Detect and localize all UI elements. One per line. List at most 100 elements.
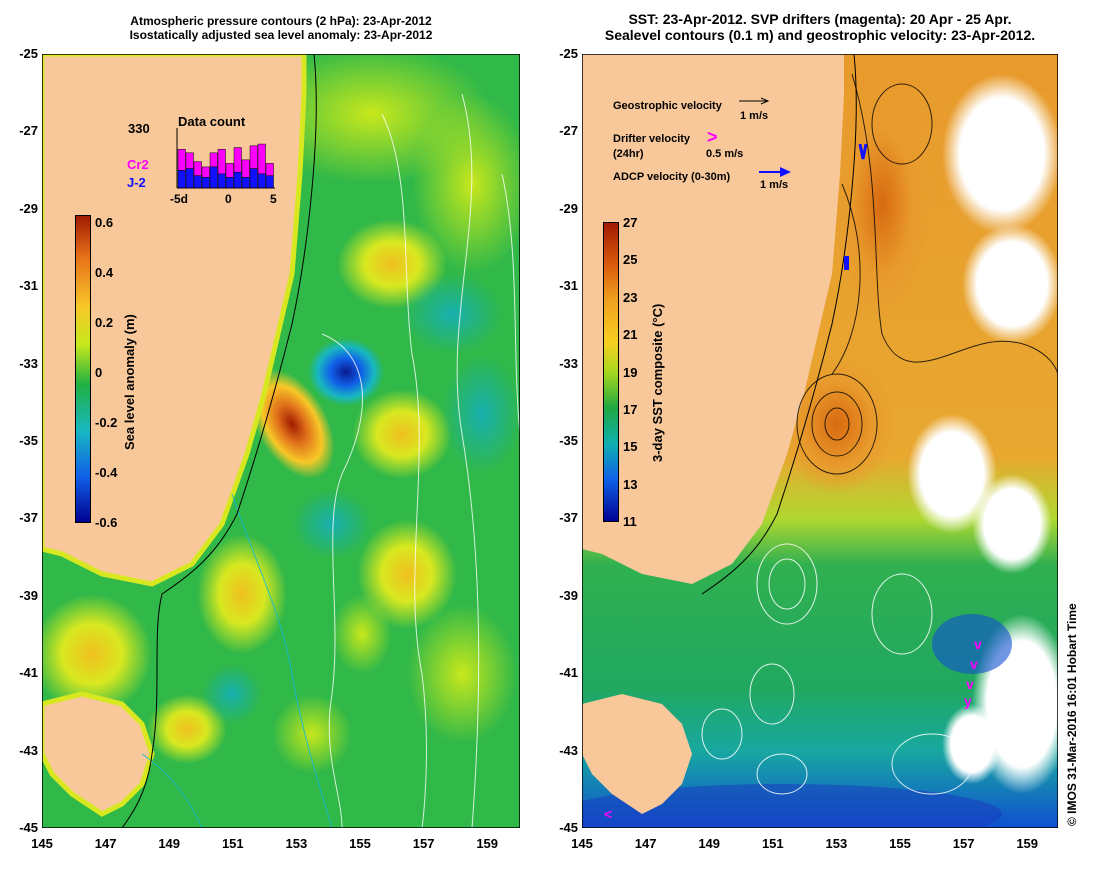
colorbar-tick-label: 13 (623, 476, 638, 492)
colorbar-tick-label: 19 (623, 364, 638, 380)
colorbar-tick-label: 0 (95, 365, 103, 380)
lon-tick-label: 145 (31, 836, 53, 851)
lon-tick-label: 151 (221, 836, 244, 851)
inset-bar-cr2 (249, 145, 258, 169)
colorbar-tick-label: 11 (623, 514, 637, 529)
colorbar-tick-label: 0.2 (95, 315, 114, 330)
inset-bar-cr2 (233, 147, 242, 173)
lat-tick-label: -39 (559, 587, 578, 603)
drifter-marker: v (974, 636, 982, 652)
lat-tick-label: -37 (19, 510, 38, 526)
lon-tick-label: 159 (476, 836, 499, 851)
drifter-velocity-icon: > (707, 127, 718, 147)
lat-tick-label: -27 (19, 123, 38, 139)
sla-colorbar (75, 215, 91, 523)
right-title-line2: Sealevel contours (0.1 m) and geostrophi… (604, 27, 1036, 43)
colorbar-tick-label: 0.6 (95, 215, 114, 230)
inset-bar-cr2 (225, 163, 234, 178)
inset-bar-cr2 (241, 159, 250, 178)
colorbar-tick-label: 27 (623, 215, 638, 230)
sst-colorbar (603, 222, 619, 522)
inset-bar-j2 (257, 173, 266, 189)
inset-bar-cr2 (209, 152, 218, 168)
inset-bar-cr2 (193, 161, 202, 176)
lat-tick-label: -29 (559, 200, 578, 216)
lat-tick-label: -43 (19, 742, 38, 758)
inset-xtick-left: -5d (170, 192, 188, 206)
lat-tick-label: -41 (19, 665, 38, 681)
colorbar-tick-label: 23 (623, 289, 638, 305)
inset-data-count-chart (176, 128, 275, 189)
inset-bar-cr2 (257, 143, 266, 175)
colorbar-tick-label: 0.4 (95, 265, 114, 280)
colorbar-tick-label: 25 (623, 252, 638, 268)
inset-bar-cr2 (185, 152, 194, 169)
lat-tick-label: -29 (19, 200, 38, 216)
inset-bar-j2 (225, 177, 234, 189)
sst-colorbar-label: 3-day SST composite (°C) (650, 303, 665, 462)
inset-bar-j2 (177, 170, 186, 189)
lon-tick-label: 159 (1016, 836, 1039, 851)
adcp-velocity-label: ADCP velocity (0-30m) (613, 171, 731, 183)
geostrophic-velocity-label: Geostrophic velocity (613, 100, 722, 112)
lon-tick-label: 151 (761, 836, 784, 851)
lat-tick-label: -35 (19, 433, 38, 448)
sla-colorbar-label: Sea level anomaly (m) (122, 314, 137, 450)
inset-bar-cr2 (265, 163, 274, 176)
drifter-marker: v (970, 656, 978, 672)
lon-tick-label: 157 (412, 836, 435, 851)
adcp-velocity-scale: 1 m/s (760, 179, 789, 191)
drifter-marker: v (966, 676, 974, 692)
inset-bar-j2 (185, 168, 194, 189)
lon-tick-label: 147 (94, 836, 117, 851)
lat-tick-label: -37 (559, 510, 578, 526)
geostrophic-velocity-arrow-icon (739, 97, 770, 105)
lon-tick-label: 157 (952, 836, 975, 851)
colorbar-tick-label: 15 (623, 439, 638, 455)
colorbar-tick-label: -0.4 (95, 465, 118, 480)
left-title-line2: Isostatically adjusted sea level anomaly… (129, 28, 433, 42)
adcp-velocity-arrow-icon (759, 167, 791, 177)
lon-tick-label: 155 (889, 836, 911, 851)
lat-tick-label: -31 (19, 278, 38, 294)
lon-tick-label: 155 (349, 836, 371, 851)
inset-bar-cr2 (217, 149, 226, 175)
inset-xtick-mid: 0 (225, 192, 232, 206)
lon-tick-label: 153 (285, 836, 308, 851)
drifter-velocity-sub: (24hr) (613, 148, 644, 160)
geostrophic-velocity-scale: 1 m/s (740, 110, 769, 122)
inset-bar-cr2 (177, 149, 186, 171)
lat-tick-label: -25 (559, 46, 578, 61)
lat-tick-label: -33 (559, 355, 578, 371)
lat-tick-label: -25 (19, 46, 38, 61)
lat-tick-label: -31 (559, 278, 578, 294)
inset-bar-j2 (241, 177, 250, 189)
colorbar-tick-label: -0.2 (95, 415, 118, 430)
lon-tick-label: 153 (825, 836, 848, 851)
lat-tick-label: -45 (559, 820, 578, 835)
lat-tick-label: -43 (559, 742, 578, 758)
imos-credit: © IMOS 31-Mar-2016 16:01 Hobart Time (1065, 603, 1079, 826)
colorbar-tick-label: 21 (623, 327, 638, 343)
lon-tick-label: 147 (634, 836, 657, 851)
inset-bar-j2 (265, 175, 274, 189)
lon-tick-label: 149 (698, 836, 721, 851)
lat-tick-label: -35 (559, 433, 578, 448)
left-title-line1: Atmospheric pressure contours (2 hPa): 2… (130, 14, 432, 28)
drifter-marker: y (964, 693, 972, 709)
lat-tick-label: -45 (19, 820, 38, 835)
inset-xtick-right: 5 (270, 192, 277, 206)
inset-bar-cr2 (201, 166, 210, 178)
inset-bar-j2 (233, 171, 242, 189)
inset-bar-j2 (209, 166, 218, 189)
lon-tick-label: 149 (158, 836, 181, 851)
lon-tick-label: 145 (571, 836, 593, 851)
inset-bar-j2 (201, 177, 210, 189)
inset-bar-j2 (217, 173, 226, 189)
inset-bar-j2 (193, 175, 202, 189)
lat-tick-label: -33 (19, 355, 38, 371)
lat-tick-label: -27 (559, 123, 578, 139)
drifter-velocity-label: Drifter velocity (613, 133, 691, 145)
sst-map: v v v y < (582, 54, 1058, 828)
colorbar-tick-label: -0.6 (95, 515, 118, 530)
